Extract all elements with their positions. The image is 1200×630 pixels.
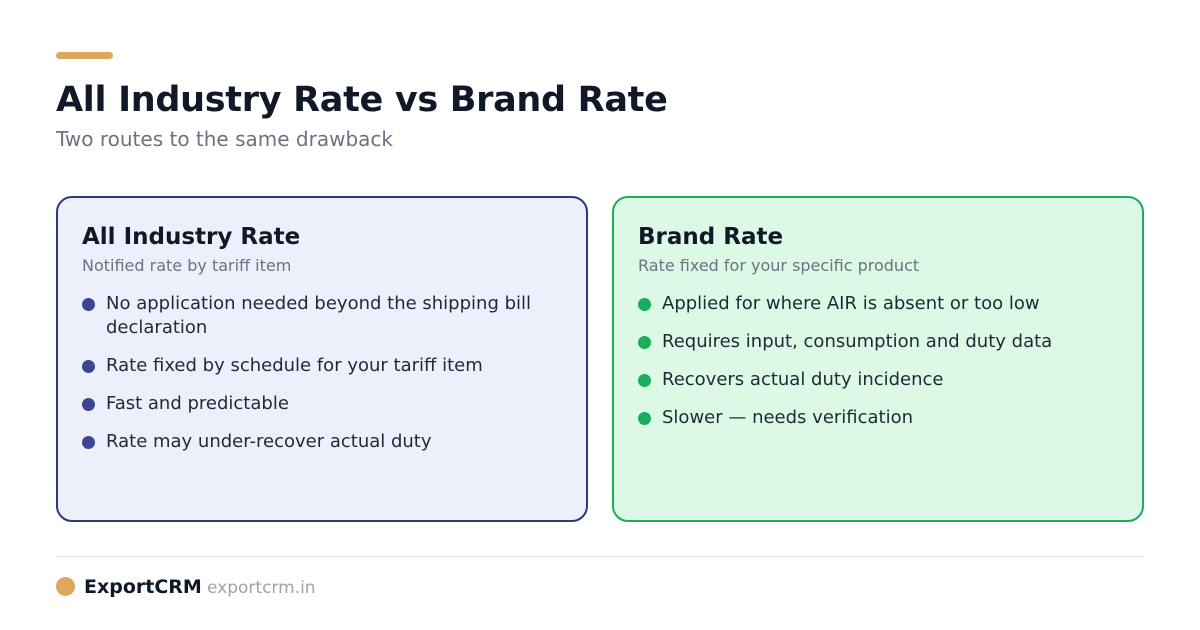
bullet-text: Recovers actual duty incidence — [662, 369, 944, 390]
list-item: Fast and predictable — [82, 392, 562, 416]
card-title: Brand Rate — [638, 224, 784, 250]
bullet-dot-icon — [82, 436, 95, 449]
bullet-text: Rate may under-recover actual duty — [106, 431, 432, 452]
bullet-dot-icon — [82, 360, 95, 373]
bullet-dot-icon — [638, 374, 651, 387]
list-item: Rate fixed by schedule for your tariff i… — [82, 354, 562, 378]
bullet-list: No application needed beyond the shippin… — [82, 292, 562, 454]
footer-divider — [56, 556, 1144, 557]
page-subtitle: Two routes to the same drawback — [56, 127, 393, 151]
bullet-text: Applied for where AIR is absent or too l… — [662, 293, 1040, 314]
brand-name: ExportCRM — [84, 576, 202, 598]
list-item: Rate may under-recover actual duty — [82, 430, 562, 454]
list-item: Recovers actual duty incidence — [638, 368, 1118, 392]
bullet-dot-icon — [638, 336, 651, 349]
bullet-dot-icon — [638, 298, 651, 311]
bullet-text: Rate fixed by schedule for your tariff i… — [106, 355, 483, 376]
bullet-dot-icon — [82, 298, 95, 311]
list-item: Requires input, consumption and duty dat… — [638, 330, 1118, 354]
bullet-list: Applied for where AIR is absent or too l… — [638, 292, 1118, 430]
brand-url: exportcrm.in — [207, 578, 316, 598]
card-subtitle: Notified rate by tariff item — [82, 256, 292, 275]
bullet-text: Fast and predictable — [106, 393, 289, 414]
list-item: No application needed beyond the shippin… — [82, 292, 562, 340]
card-subtitle: Rate fixed for your specific product — [638, 256, 920, 275]
card-brand-rate: Brand Rate Rate fixed for your specific … — [612, 196, 1144, 522]
page-title: All Industry Rate vs Brand Rate — [56, 80, 668, 120]
list-item: Slower — needs verification — [638, 406, 1118, 430]
bullet-text: Requires input, consumption and duty dat… — [662, 331, 1053, 352]
card-title: All Industry Rate — [82, 224, 301, 250]
accent-bar — [56, 52, 113, 59]
bullet-text: No application needed beyond the shippin… — [106, 293, 532, 338]
card-all-industry-rate: All Industry Rate Notified rate by tarif… — [56, 196, 588, 522]
list-item: Applied for where AIR is absent or too l… — [638, 292, 1118, 316]
circle-logo-icon — [56, 577, 75, 596]
bullet-text: Slower — needs verification — [662, 407, 914, 428]
bullet-dot-icon — [638, 412, 651, 425]
bullet-dot-icon — [82, 398, 95, 411]
